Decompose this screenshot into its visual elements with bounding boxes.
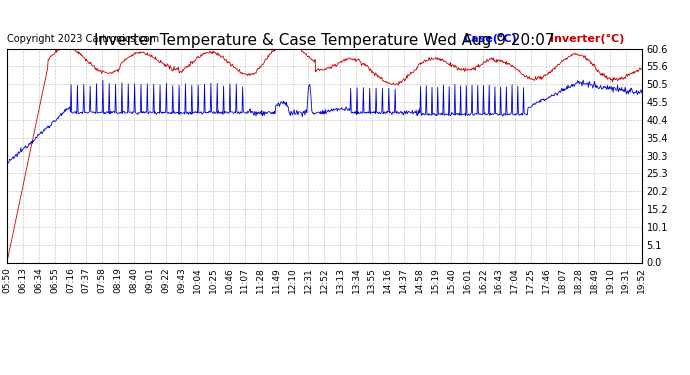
- Text: Copyright 2023 Cartronics.com: Copyright 2023 Cartronics.com: [7, 34, 159, 45]
- Text: Case(°C): Case(°C): [464, 34, 518, 45]
- Title: Inverter Temperature & Case Temperature Wed Aug 9 20:07: Inverter Temperature & Case Temperature …: [94, 33, 555, 48]
- Text: Inverter(°C): Inverter(°C): [550, 34, 624, 45]
